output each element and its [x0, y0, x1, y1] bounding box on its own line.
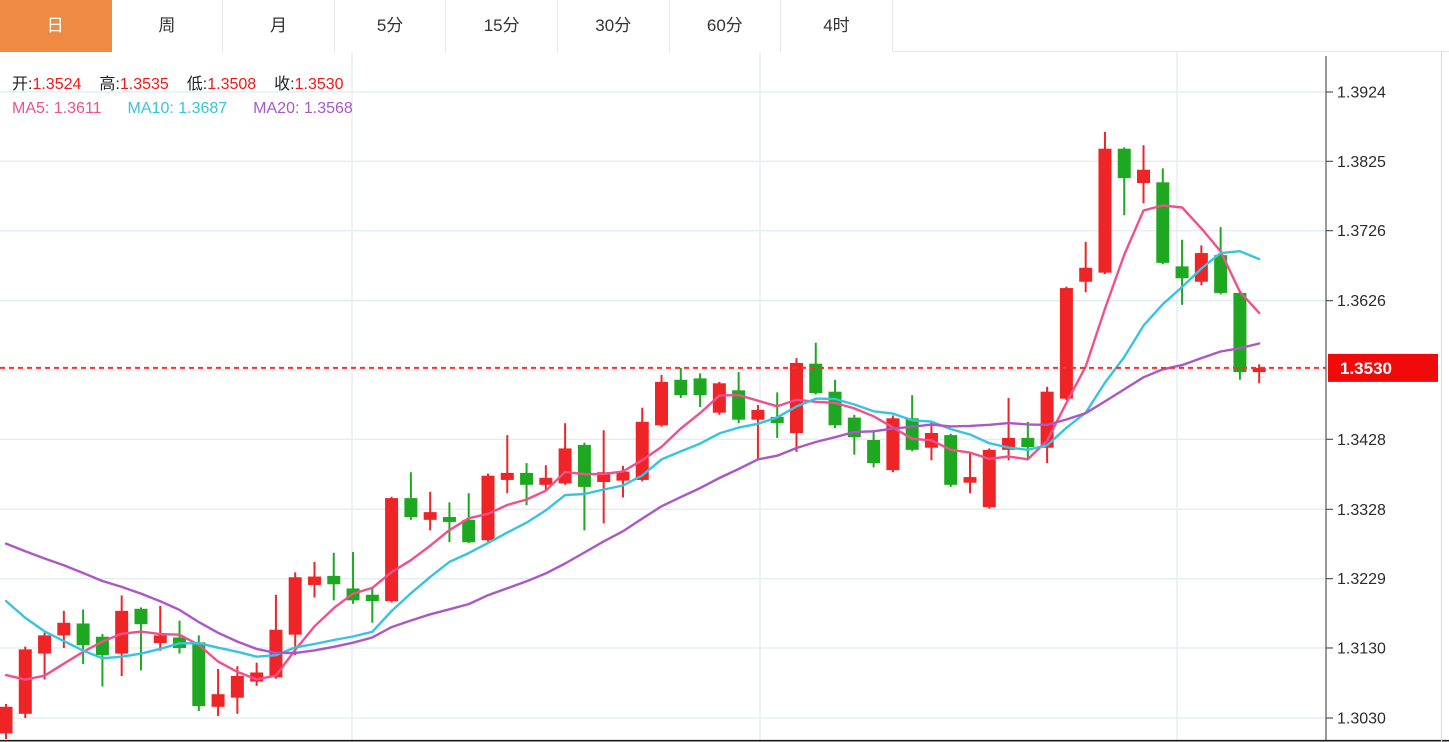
candle-down — [76, 623, 90, 646]
candle-up — [712, 383, 726, 413]
candle-up — [1059, 288, 1073, 399]
candle-down — [442, 517, 456, 522]
candle-down — [674, 379, 688, 396]
candle-down — [809, 363, 823, 394]
ma-line-ma20 — [4, 342, 1261, 655]
ma-line-ma10 — [4, 249, 1261, 660]
candle-up — [230, 675, 244, 698]
candle-down — [1117, 148, 1131, 179]
candle-down — [1156, 182, 1170, 263]
current-price-tag — [1328, 353, 1438, 382]
candle-down — [770, 416, 784, 424]
axis-tick-label: 1.3030 — [1337, 711, 1386, 728]
candle-up — [655, 381, 669, 426]
candle-down — [577, 444, 591, 487]
candle-up — [153, 635, 167, 644]
candle-up — [616, 471, 630, 481]
axis-tick-label: 1.3726 — [1337, 223, 1386, 240]
candle-down — [867, 440, 881, 464]
axis-tick-label: 1.3626 — [1337, 293, 1386, 310]
candle-up — [57, 622, 71, 636]
tab-4hour[interactable]: 4时 — [781, 0, 893, 52]
candle-down — [192, 642, 206, 707]
axis-tick-label: 1.3825 — [1337, 154, 1386, 171]
candle-up — [423, 512, 437, 520]
current-price-tag-value: 1.3530 — [1340, 359, 1392, 378]
candle-up — [1079, 267, 1093, 282]
tab-day[interactable]: 日 — [0, 0, 112, 52]
candle-down — [327, 575, 341, 585]
candle-up — [635, 421, 649, 480]
candle-down — [732, 390, 746, 420]
tab-30min[interactable]: 30分 — [557, 0, 670, 52]
axis-tick-label: 1.3924 — [1337, 85, 1386, 102]
candle-up — [963, 477, 977, 483]
ma-line-ma5 — [4, 204, 1261, 681]
axis-tick-label: 1.3130 — [1337, 640, 1386, 657]
candle-down — [1175, 266, 1189, 279]
tab-month[interactable]: 月 — [223, 0, 335, 52]
candle-up — [38, 635, 52, 654]
interval-tabbar: 日周月 5分 15分 30分 60分 4时 — [0, 0, 1449, 52]
candle-up — [115, 610, 129, 654]
candle-down — [693, 378, 707, 396]
candle-up — [1252, 367, 1266, 373]
tab-5min[interactable]: 5分 — [334, 0, 447, 52]
candle-up — [597, 472, 611, 483]
candle-up — [789, 362, 803, 434]
axis-tick-label: 1.3229 — [1337, 571, 1386, 588]
candle-up — [751, 409, 765, 420]
candle-up — [385, 498, 399, 602]
candle-up — [307, 576, 321, 585]
candle-up — [539, 477, 553, 485]
candle-down — [1233, 292, 1247, 373]
candle-down — [1021, 437, 1035, 448]
axis-tick-label: 1.3428 — [1337, 432, 1386, 449]
candle-up — [1098, 148, 1112, 273]
candle-down — [404, 498, 418, 518]
candle-down — [1214, 255, 1228, 293]
candle-up — [250, 672, 264, 682]
tab-60min[interactable]: 60分 — [669, 0, 782, 52]
candle-down — [905, 418, 919, 450]
candle-up — [481, 475, 495, 541]
candle-up — [886, 418, 900, 471]
candle-down — [828, 391, 842, 426]
candle-up — [982, 449, 996, 508]
axis-tick-label: 1.3328 — [1337, 502, 1386, 519]
candle-up — [1002, 437, 1016, 450]
candle-down — [134, 608, 148, 625]
tab-15min[interactable]: 15分 — [446, 0, 558, 52]
candle-down — [365, 594, 379, 602]
candle-down — [462, 519, 476, 543]
candle-up — [0, 706, 13, 734]
candle-up — [558, 448, 572, 484]
candle-down — [944, 435, 958, 485]
candle-up — [288, 577, 302, 635]
tab-week[interactable]: 周 — [111, 0, 224, 52]
candle-up — [500, 472, 514, 480]
candle-up — [1137, 169, 1151, 184]
candle-up — [211, 694, 225, 707]
candle-down — [520, 472, 534, 485]
candle-up — [18, 649, 32, 714]
